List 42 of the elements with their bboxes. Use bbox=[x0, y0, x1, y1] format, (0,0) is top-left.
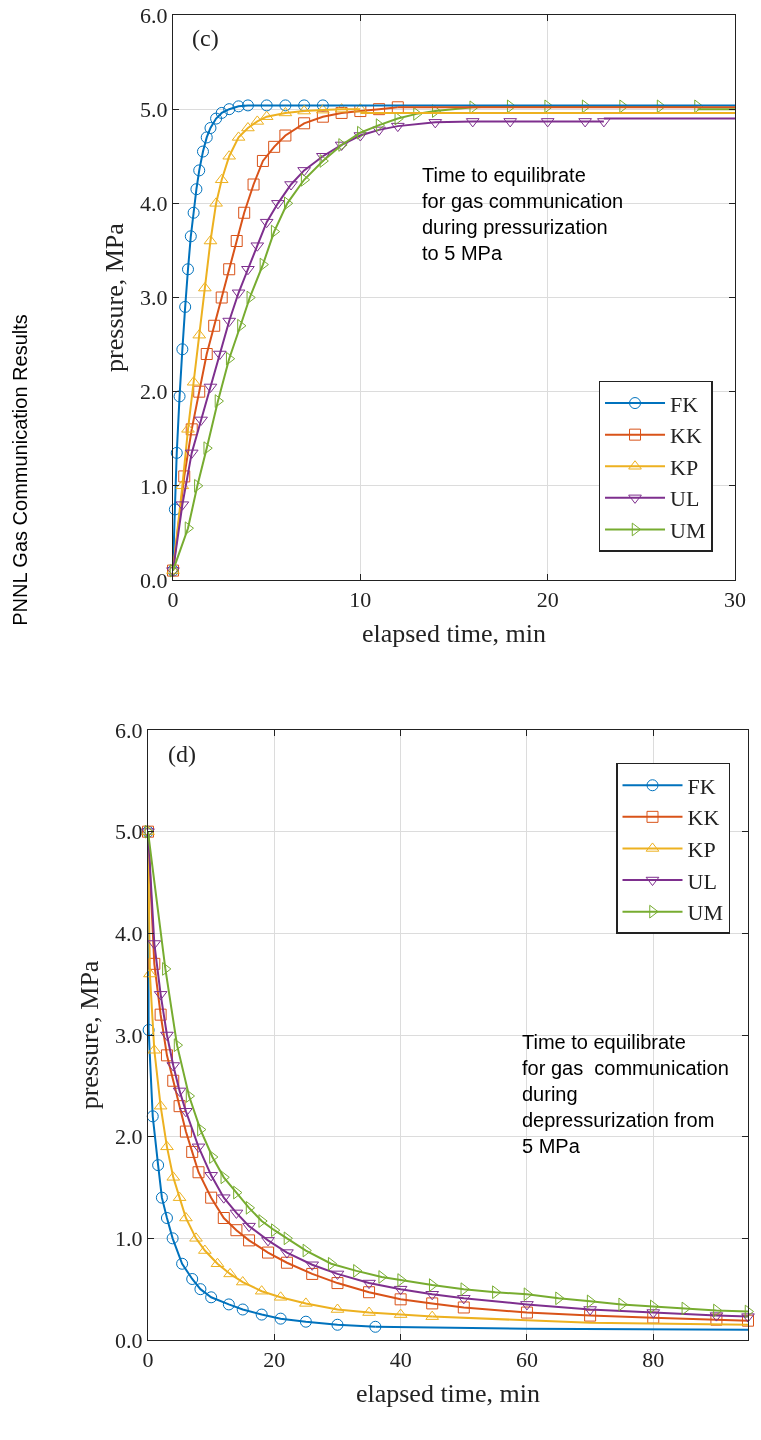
y-tick-label: 4.0 bbox=[140, 191, 168, 217]
y-tick-label: 3.0 bbox=[140, 285, 168, 311]
y-tick-label: 4.0 bbox=[115, 921, 143, 947]
text: PNNL Gas Communication Results bbox=[8, 314, 32, 626]
legend-label: UL bbox=[670, 486, 700, 512]
x-tick-label: 0 bbox=[167, 587, 179, 613]
x-tick-label: 0 bbox=[142, 1347, 154, 1373]
y-tick-label: 5.0 bbox=[140, 96, 168, 122]
y-tick-label: 2.0 bbox=[115, 1124, 143, 1150]
annotation: Time to equilibrate for gas communication during pressurization to 5 MPa bbox=[422, 164, 624, 264]
y-tick-label: 3.0 bbox=[115, 1022, 143, 1048]
y-tick-label: 2.0 bbox=[140, 379, 168, 405]
x-tick-label: 30 bbox=[724, 587, 746, 613]
legend-label: UM bbox=[670, 518, 706, 544]
x-tick-label: 40 bbox=[389, 1347, 412, 1373]
y-tick-label: 0.0 bbox=[115, 1327, 143, 1353]
x-tick-label: 20 bbox=[263, 1347, 286, 1373]
y-tick-label: 6.0 bbox=[140, 2, 168, 28]
annotation: (c) bbox=[192, 25, 219, 51]
annotation: (d) bbox=[168, 741, 196, 767]
y-tick-label: 1.0 bbox=[140, 473, 168, 499]
legend-label: UM bbox=[687, 900, 723, 926]
legend-label: FK bbox=[670, 391, 699, 417]
legend-label: UL bbox=[687, 868, 717, 894]
y-tick-label: 5.0 bbox=[115, 819, 143, 845]
y-tick-label: 0.0 bbox=[140, 567, 168, 593]
y-tick-label: 6.0 bbox=[115, 717, 143, 743]
x-tick-label: 10 bbox=[349, 587, 372, 613]
legend-label: KP bbox=[687, 837, 716, 863]
legend-label: KK bbox=[687, 805, 720, 831]
annotation: Time to equilibrate for gas communication during depressurization from 5 MPa bbox=[522, 1031, 729, 1157]
legend-label: KP bbox=[670, 454, 699, 480]
x-axis-title: elapsed time, min bbox=[361, 619, 547, 649]
legend-label: FK bbox=[687, 773, 716, 799]
x-axis-title: elapsed time, min bbox=[355, 1379, 541, 1409]
x-tick-label: 20 bbox=[536, 587, 559, 613]
legend-label: KK bbox=[670, 423, 702, 449]
x-tick-label: 80 bbox=[642, 1347, 665, 1373]
x-tick-label: 60 bbox=[515, 1347, 538, 1373]
y-axis-title: pressure, MPa bbox=[75, 960, 105, 1110]
y-tick-label: 1.0 bbox=[115, 1226, 143, 1252]
y-axis-title: pressure, MPa bbox=[100, 222, 130, 372]
